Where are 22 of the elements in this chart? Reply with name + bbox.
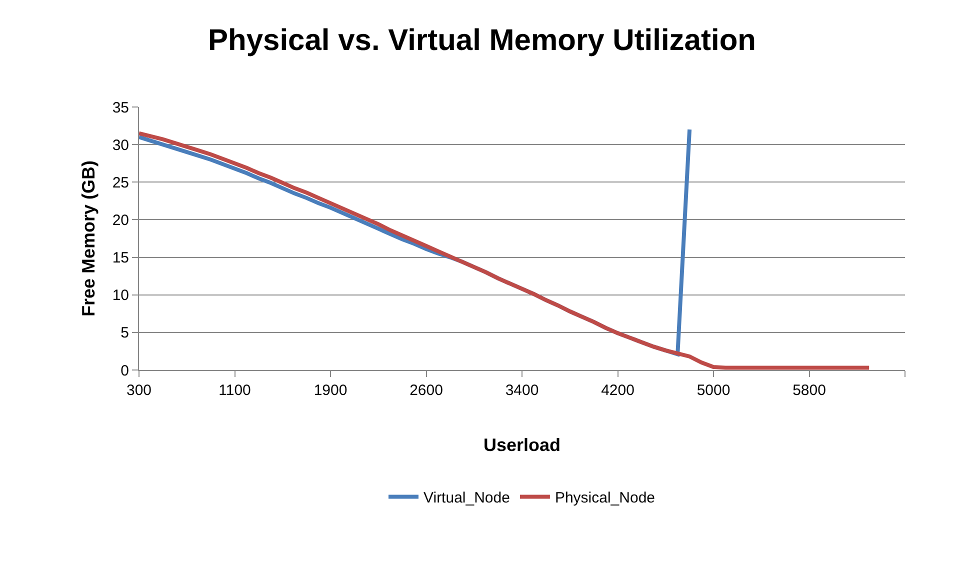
x-tick-label: 2600 xyxy=(410,382,443,399)
y-tick-label: 20 xyxy=(112,212,129,229)
legend-label: Virtual_Node xyxy=(424,490,510,507)
x-tick-label: 3400 xyxy=(505,382,539,399)
legend-label: Physical_Node xyxy=(554,490,656,507)
x-tick-label: 5000 xyxy=(696,382,730,399)
line-series xyxy=(139,131,872,370)
y-tick-label: 10 xyxy=(112,287,129,304)
x-tick-label: 1100 xyxy=(218,382,251,399)
chart-title: Physical vs. Virtual Memory Utilization xyxy=(208,24,756,57)
y-tick-label: 5 xyxy=(120,324,129,342)
x-tick-label: 300 xyxy=(126,382,152,399)
y-tick-label: 25 xyxy=(112,174,129,192)
y-tick-label: 30 xyxy=(112,136,129,154)
x-tick-label: 4200 xyxy=(601,382,634,399)
y-tick-label: 35 xyxy=(112,99,129,116)
y-axis-title: Free Memory (GB) xyxy=(78,160,99,317)
y-tick-label: 0 xyxy=(120,362,129,380)
x-axis-title: Userload xyxy=(483,435,561,456)
x-tick-label: 1900 xyxy=(314,382,348,399)
x-tick-label: 5800 xyxy=(792,382,826,399)
y-tick-label: 15 xyxy=(112,250,129,267)
